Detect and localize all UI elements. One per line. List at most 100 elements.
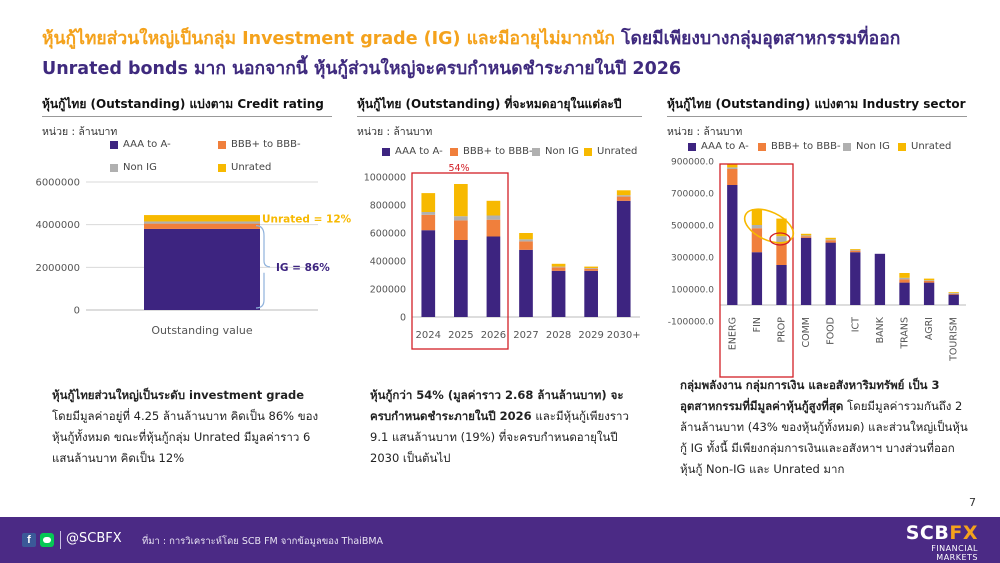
line-app-icon[interactable] — [40, 533, 54, 547]
bar-segment-bbb — [948, 293, 959, 295]
rating-summary-text: โดยมีมูลค่าอยู่ที่ 4.25 ล้านล้านบาท คิดเ… — [52, 409, 319, 465]
y-tick-label: 300000.0 — [671, 254, 714, 264]
bar-segment-nonig — [421, 212, 436, 215]
x-tick-label: AGRI — [924, 317, 935, 340]
legend-item-bbb: BBB+ to BBB- — [758, 141, 841, 152]
y-tick-label: 4000000 — [35, 220, 80, 231]
ig-brace — [255, 225, 271, 309]
maturity-legend: AAA to A- BBB+ to BBB- Non IG Unrated — [382, 146, 642, 160]
highlight-box — [719, 163, 794, 378]
facebook-icon[interactable]: f — [22, 533, 36, 547]
y-tick-label: 400000 — [370, 257, 406, 268]
bar-segment-unrated — [850, 249, 861, 250]
legend-label-bbb: BBB+ to BBB- — [463, 146, 533, 157]
bar-segment-bbb — [800, 236, 812, 238]
legend-swatch-unrated — [898, 142, 906, 151]
rating-panel: หุ้นกู้ไทย (Outstanding) แบ่งตาม Credit … — [42, 95, 332, 140]
logo-line2: MARKETS — [936, 553, 978, 562]
bar-segment-nonig — [751, 225, 763, 229]
bar-segment-nonig — [551, 266, 566, 268]
bar-segment-aaa — [874, 253, 886, 305]
y-tick-label: 500000.0 — [671, 222, 714, 232]
bar-segment-unrated — [899, 273, 910, 278]
ig-annotation: IG = 86% — [276, 262, 330, 274]
highlight-label: 54% — [448, 163, 469, 174]
bar-segment-aaa — [519, 249, 533, 317]
bar-segment-bbb — [776, 242, 787, 265]
bar-segment-unrated — [584, 266, 598, 268]
legend-label-unrated: Unrated — [231, 162, 272, 173]
bar-segment-aaa — [948, 294, 959, 305]
legend-item-bbb: BBB+ to BBB- — [450, 146, 533, 157]
legend-label-aaa: AAA to A- — [123, 139, 171, 150]
sector-legend: AAA to A- BBB+ to BBB- Non IG Unrated — [688, 141, 968, 155]
footer: f @SCBFX ที่มา : การวิเคราะห์โดย SCB FM … — [0, 517, 1000, 563]
bar-segment-aaa — [776, 265, 787, 305]
y-tick-label: 6000000 — [35, 178, 80, 189]
rating-summary: หุ้นกู้ไทยส่วนใหญ่เป็นระดับ investment g… — [52, 385, 324, 469]
logo-fx: FX — [949, 522, 978, 544]
nonig-highlight-ellipse — [769, 232, 791, 246]
y-tick-label: 200000 — [370, 285, 406, 296]
legend-label-nonig: Non IG — [856, 141, 890, 152]
legend-swatch-bbb — [450, 147, 458, 156]
bar-segment-bbb — [825, 240, 836, 243]
bar-segment-unrated — [923, 278, 935, 281]
bar-segment-nonig — [899, 277, 910, 280]
legend-label-aaa: AAA to A- — [395, 146, 443, 157]
legend-label-nonig: Non IG — [545, 146, 579, 157]
legend-swatch-aaa — [382, 147, 390, 156]
bar-segment-aaa — [899, 282, 910, 305]
bar-segment-nonig — [850, 249, 861, 251]
rating-legend: AAA to A- BBB+ to BBB- Non IG Unrated — [110, 139, 330, 179]
sector-panel-title: หุ้นกู้ไทย (Outstanding) แบ่งตาม Industr… — [667, 95, 967, 117]
legend-item-nonig: Non IG — [532, 146, 579, 157]
bar-segment-unrated — [421, 193, 436, 212]
bar-segment-bbb — [727, 169, 738, 185]
rating-panel-unit: หน่วย : ล้านบาท — [42, 126, 118, 138]
legend-swatch-nonig — [843, 142, 851, 151]
legend-label-bbb: BBB+ to BBB- — [231, 139, 301, 150]
maturity-summary: หุ้นกู้กว่า 54% (มูลค่าราว 2.68 ล้านล้าน… — [370, 385, 642, 469]
bar-segment-aaa — [923, 282, 935, 305]
headline-part1: หุ้นกู้ไทยส่วนใหญ่เป็นกลุ่ม Investment g… — [42, 29, 615, 49]
y-tick-label: 0 — [400, 313, 406, 324]
legend-item-nonig: Non IG — [110, 162, 157, 173]
bar-segment-unrated — [751, 209, 763, 225]
bar-segment-unrated — [454, 184, 468, 217]
x-tick-label: 2024 — [416, 330, 441, 341]
bar-segment-unrated — [776, 218, 787, 237]
bar-segment-bbb — [551, 267, 566, 271]
unrated-annotation: Unrated = 12% — [262, 213, 352, 225]
bar-segment-nonig — [454, 216, 468, 221]
maturity-panel-unit: หน่วย : ล้านบาท — [357, 126, 433, 138]
y-tick-label: 600000 — [370, 229, 406, 240]
social-handle[interactable]: @SCBFX — [66, 531, 122, 546]
y-tick-label: 2000000 — [35, 263, 80, 274]
legend-swatch-nonig — [532, 147, 540, 156]
bar-segment-nonig — [776, 236, 787, 243]
maturity-panel-title: หุ้นกู้ไทย (Outstanding) ที่จะหมดอายุในแ… — [357, 95, 642, 117]
highlight-box — [411, 172, 509, 350]
bar-segment-bbb — [454, 220, 468, 240]
x-tick-label: COMM — [801, 317, 812, 348]
legend-label-unrated: Unrated — [597, 146, 638, 157]
legend-swatch-unrated — [218, 163, 226, 172]
legend-item-bbb: BBB+ to BBB- — [218, 139, 301, 150]
bar-segment-bbb — [486, 219, 501, 237]
x-tick-label: 2025 — [448, 330, 473, 341]
footer-divider — [60, 531, 61, 549]
sector-panel: หุ้นกู้ไทย (Outstanding) แบ่งตาม Industr… — [667, 95, 967, 140]
bar-segment-nonig — [144, 221, 260, 224]
bar-segment-bbb — [144, 223, 260, 229]
x-tick-label: ICT — [850, 317, 861, 332]
sector-panel-unit: หน่วย : ล้านบาท — [667, 126, 743, 138]
source-note: ที่มา : การวิเคราะห์โดย SCB FM จากข้อมูล… — [142, 536, 384, 547]
x-tick-label: FIN — [752, 317, 763, 332]
bar-segment-unrated — [551, 263, 566, 267]
y-tick-label: 900000.0 — [671, 158, 714, 168]
legend-item-aaa: AAA to A- — [382, 146, 443, 157]
legend-label-nonig: Non IG — [123, 162, 157, 173]
